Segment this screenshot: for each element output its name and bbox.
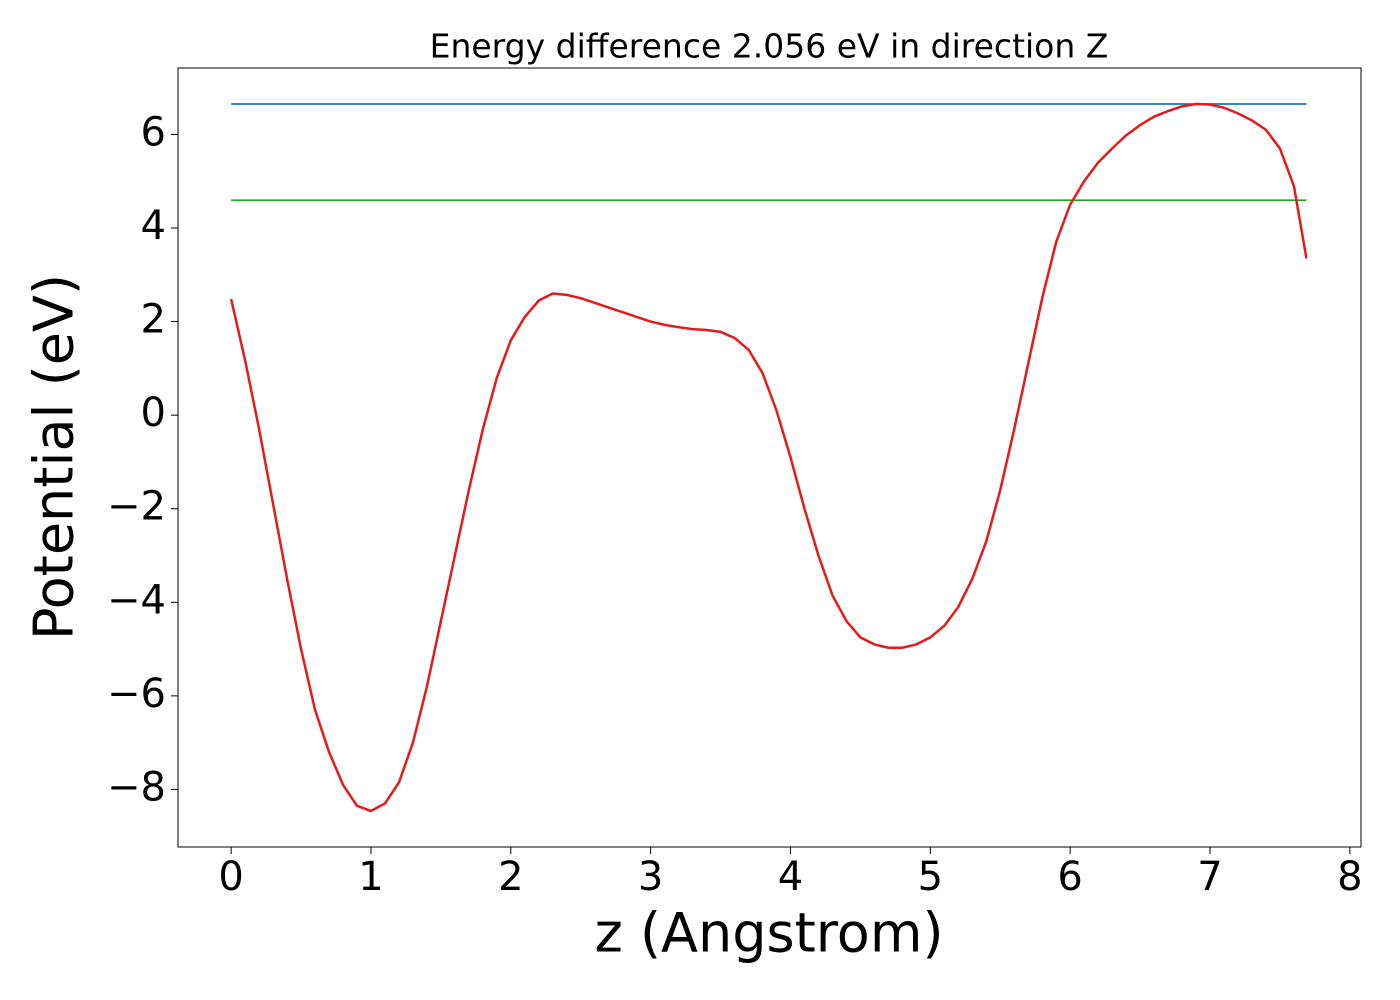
y-tick-label: −2 bbox=[107, 484, 166, 530]
y-tick-label: 6 bbox=[141, 109, 166, 155]
y-tick-label: 4 bbox=[141, 203, 166, 249]
x-tick-label: 3 bbox=[638, 854, 663, 900]
y-tick-label: 0 bbox=[141, 390, 166, 436]
x-tick-label: 5 bbox=[918, 854, 943, 900]
y-axis-label: Potential (eV) bbox=[23, 274, 86, 640]
y-tick-label: −6 bbox=[107, 671, 166, 717]
x-tick-label: 2 bbox=[498, 854, 523, 900]
y-tick-label: −8 bbox=[107, 764, 166, 810]
y-tick-label: 2 bbox=[141, 297, 166, 343]
x-axis-label: z (Angstrom) bbox=[594, 902, 943, 965]
chart-title: Energy difference 2.056 eV in direction … bbox=[430, 27, 1109, 66]
x-tick-label: 0 bbox=[218, 854, 243, 900]
line-series bbox=[229, 102, 1308, 813]
x-tick-label: 1 bbox=[358, 854, 383, 900]
y-tick-label: −4 bbox=[107, 577, 166, 623]
x-tick-label: 8 bbox=[1337, 854, 1362, 900]
plot-frame bbox=[177, 67, 1362, 848]
x-tick-label: 4 bbox=[778, 854, 803, 900]
x-tick-label: 6 bbox=[1057, 854, 1082, 900]
x-tick-label: 7 bbox=[1197, 854, 1222, 900]
